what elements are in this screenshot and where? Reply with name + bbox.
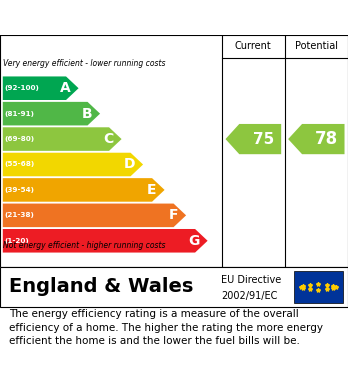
Text: (55-68): (55-68) [5,161,35,167]
Text: C: C [103,132,113,146]
Polygon shape [3,229,208,253]
Polygon shape [3,153,143,176]
Text: EU Directive: EU Directive [221,275,281,285]
Text: Very energy efficient - lower running costs: Very energy efficient - lower running co… [3,59,166,68]
Text: A: A [60,81,71,95]
Text: Potential: Potential [295,41,338,52]
Text: F: F [168,208,178,222]
Text: D: D [124,158,135,172]
Polygon shape [3,77,79,100]
Text: (69-80): (69-80) [5,136,35,142]
FancyBboxPatch shape [294,271,343,303]
Text: Current: Current [235,41,272,52]
Polygon shape [226,124,281,154]
Text: Energy Efficiency Rating: Energy Efficiency Rating [9,9,238,27]
Text: (92-100): (92-100) [5,85,39,91]
Text: England & Wales: England & Wales [9,278,193,296]
Text: E: E [147,183,157,197]
Polygon shape [3,204,186,227]
Text: The energy efficiency rating is a measure of the overall efficiency of a home. T: The energy efficiency rating is a measur… [9,309,323,346]
Polygon shape [3,127,121,151]
Text: 78: 78 [315,130,338,148]
Text: 75: 75 [253,132,274,147]
Polygon shape [288,124,345,154]
Text: Not energy efficient - higher running costs: Not energy efficient - higher running co… [3,241,166,250]
Text: (81-91): (81-91) [5,111,34,117]
Text: 2002/91/EC: 2002/91/EC [221,291,277,301]
Polygon shape [3,102,100,126]
Text: (39-54): (39-54) [5,187,34,193]
Text: B: B [81,107,92,121]
Polygon shape [3,178,165,202]
Text: (21-38): (21-38) [5,212,34,218]
Text: (1-20): (1-20) [5,238,29,244]
Text: G: G [188,234,200,248]
